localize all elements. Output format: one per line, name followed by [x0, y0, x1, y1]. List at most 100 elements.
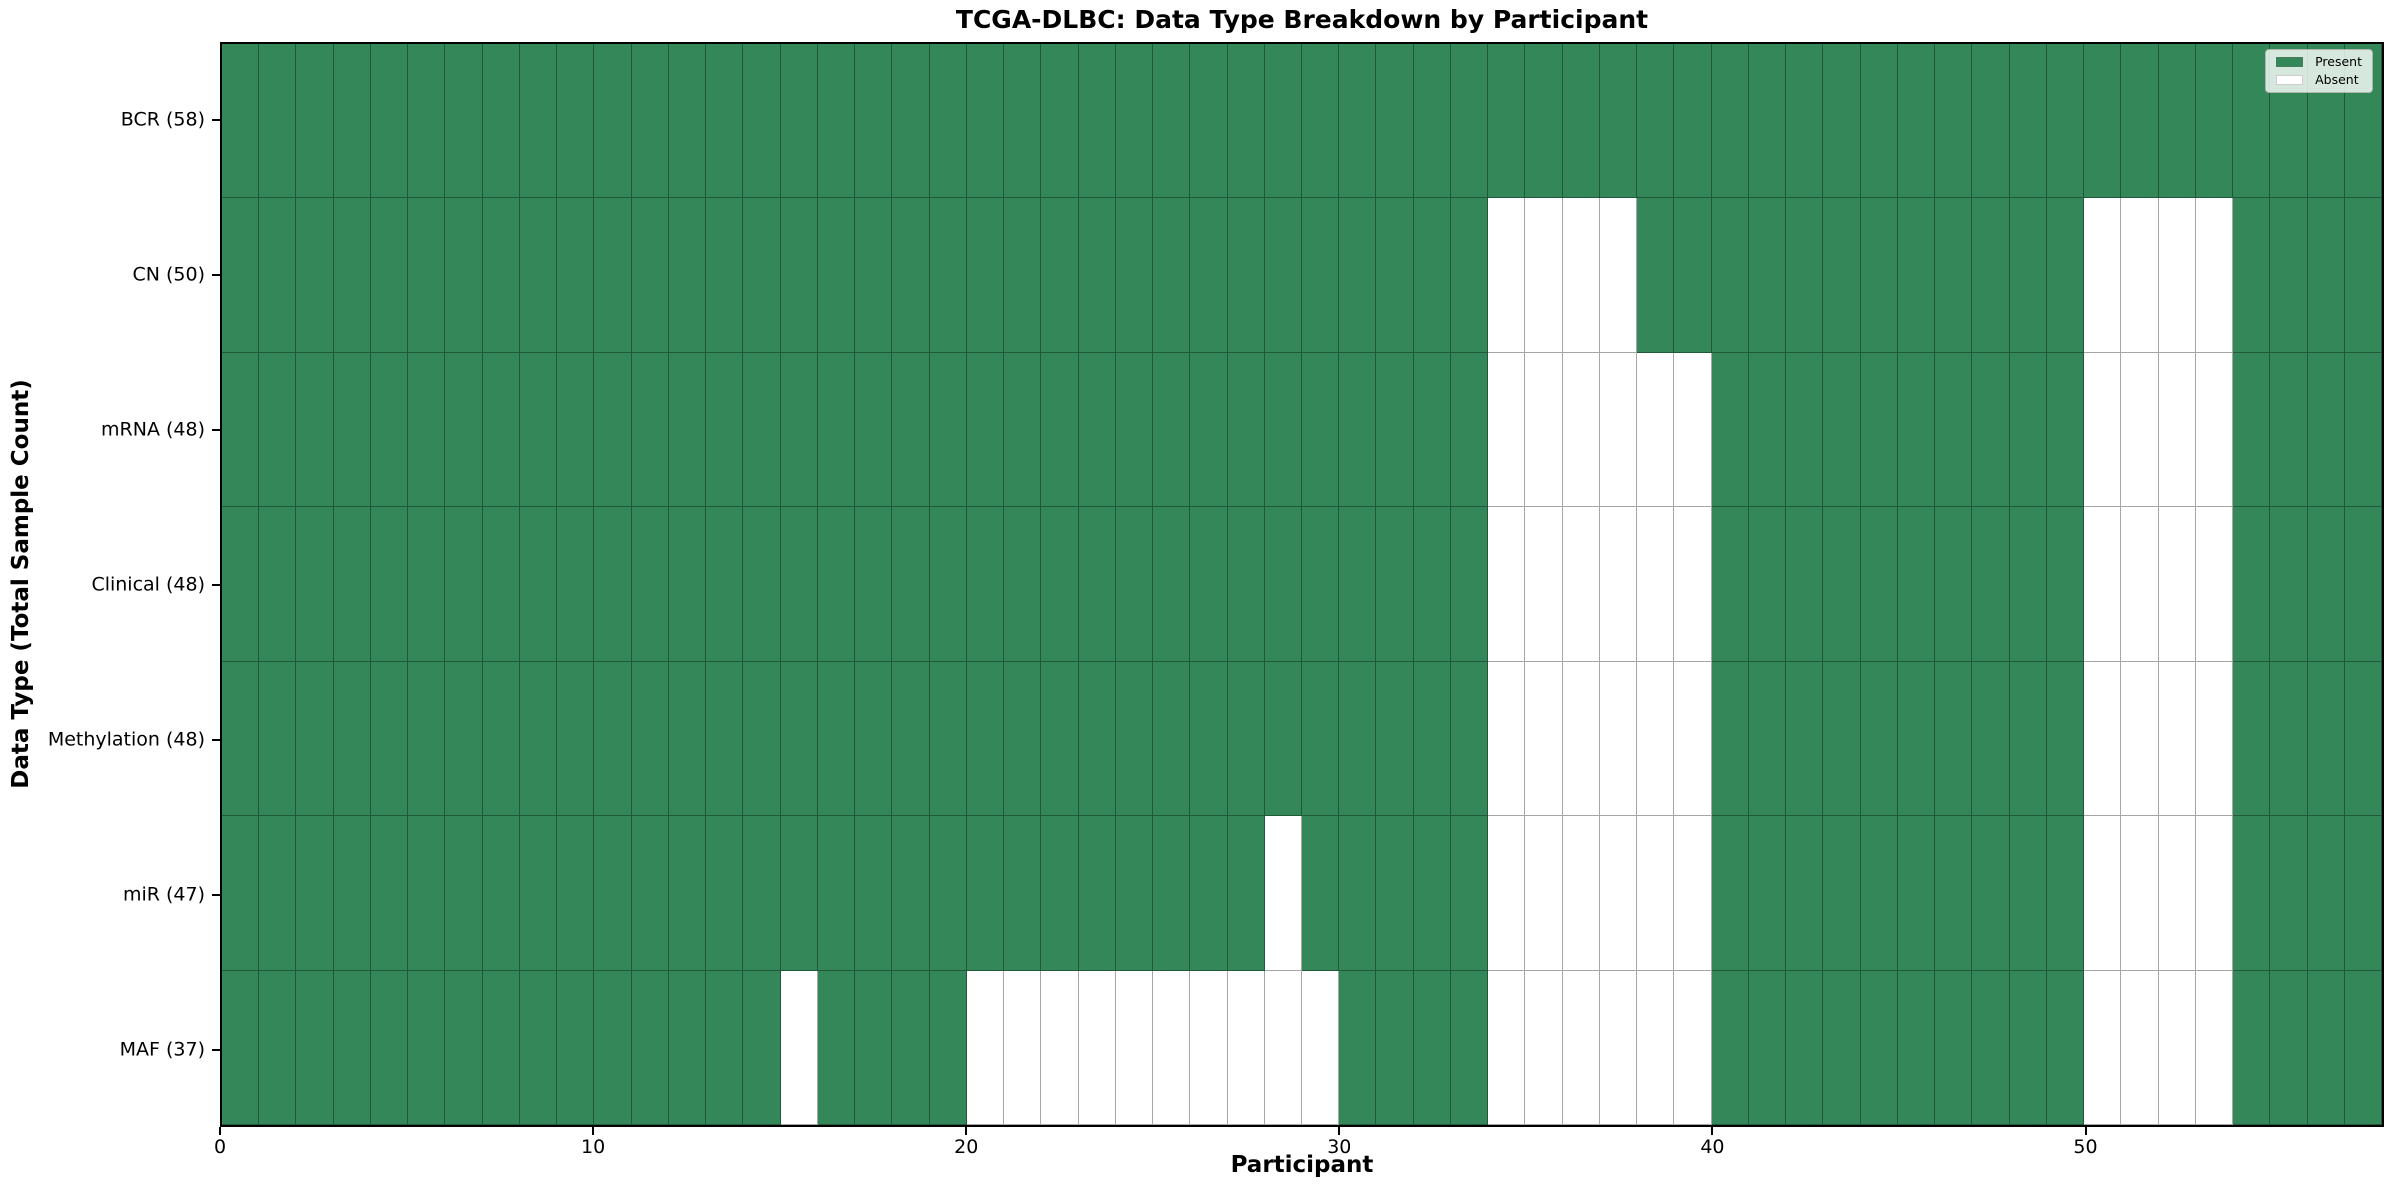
heatmap-cell — [1525, 44, 1563, 199]
plot-area: Present Absent — [220, 42, 2384, 1127]
heatmap-cell — [222, 661, 260, 817]
heatmap-cell — [1786, 507, 1824, 662]
y-tick-label: CN (50) — [132, 263, 205, 285]
heatmap-cell — [1339, 507, 1377, 662]
heatmap-cell — [1897, 352, 1936, 508]
heatmap-cell — [482, 970, 520, 1125]
heatmap-cell — [1190, 970, 1228, 1125]
heatmap-cell — [1264, 352, 1302, 508]
heatmap-cell — [370, 507, 409, 662]
heatmap-cell — [2233, 970, 2271, 1125]
heatmap-cell — [1637, 661, 1675, 817]
heatmap-cell — [1153, 970, 1191, 1125]
heatmap-cell — [1115, 507, 1154, 662]
heatmap-cell — [1450, 970, 1489, 1125]
heatmap-cell — [296, 352, 334, 508]
heatmap-cell — [408, 352, 446, 508]
heatmap-cell — [631, 816, 669, 971]
heatmap-cell — [259, 507, 297, 662]
heatmap-cell — [1153, 507, 1191, 662]
heatmap-cell — [1153, 352, 1191, 508]
heatmap-cell — [1786, 44, 1824, 199]
y-axis-ticks: BCR (58) CN (50) mRNA (48) Clinical (48) Met… — [0, 42, 220, 1127]
heatmap-cell — [370, 661, 409, 817]
heatmap-cell — [1004, 507, 1042, 662]
heatmap-cell — [1674, 198, 1712, 353]
heatmap-cell — [1376, 970, 1414, 1125]
heatmap-cell — [2195, 661, 2234, 817]
heatmap-cell — [966, 507, 1005, 662]
heatmap-cell — [1823, 44, 1861, 199]
heatmap-cell — [1823, 816, 1861, 971]
heatmap-cell — [1599, 816, 1638, 971]
heatmap-cell — [1450, 352, 1489, 508]
heatmap-cell — [1897, 507, 1936, 662]
heatmap-cell — [855, 661, 893, 817]
heatmap-cell — [2009, 198, 2047, 353]
heatmap-cell — [1562, 661, 1600, 817]
heatmap-cell — [1301, 661, 1340, 817]
heatmap-cell — [445, 507, 483, 662]
heatmap-cell — [2046, 970, 2085, 1125]
heatmap-cell — [1264, 661, 1302, 817]
x-axis-label: Participant — [1230, 1152, 1374, 1178]
heatmap-cell — [1637, 507, 1675, 662]
heatmap-cell — [1153, 816, 1191, 971]
heatmap-cell — [631, 352, 669, 508]
heatmap-cell — [259, 44, 297, 199]
heatmap-cell — [2009, 507, 2047, 662]
heatmap-cell — [929, 661, 967, 817]
heatmap-cell — [370, 198, 409, 353]
legend: Present Absent — [2265, 49, 2373, 93]
heatmap-cell — [1115, 198, 1154, 353]
heatmap-cell — [1972, 352, 2010, 508]
heatmap-cell — [892, 352, 930, 508]
chart-title: TCGA-DLBC: Data Type Breakdown by Partic… — [955, 5, 1649, 34]
heatmap-cell — [2158, 970, 2196, 1125]
heatmap-cell — [892, 970, 930, 1125]
y-tick-mark — [212, 1048, 220, 1051]
heatmap-cell — [2158, 198, 2196, 353]
heatmap-cell — [1674, 816, 1712, 971]
heatmap-cell — [2009, 970, 2047, 1125]
heatmap-cell — [296, 661, 334, 817]
heatmap-cell — [2121, 661, 2159, 817]
heatmap-cell — [1041, 970, 1079, 1125]
y-tick-label: miR (47) — [122, 883, 205, 905]
legend-entry-present: Present — [2276, 55, 2362, 69]
heatmap-cell — [333, 352, 371, 508]
heatmap-cell — [2158, 507, 2196, 662]
heatmap-cell — [296, 816, 334, 971]
y-tick-label: mRNA (48) — [101, 418, 205, 440]
heatmap-cell — [743, 352, 781, 508]
y-tick-label: BCR (58) — [120, 108, 205, 130]
heatmap-cell — [2121, 44, 2159, 199]
heatmap-cell — [1041, 507, 1079, 662]
heatmap-cell — [594, 816, 632, 971]
heatmap-cell — [408, 507, 446, 662]
heatmap-cell — [2046, 816, 2085, 971]
x-tick-label: 30 — [1327, 1136, 1352, 1158]
heatmap-cell — [1897, 44, 1936, 199]
heatmap-cell — [631, 198, 669, 353]
heatmap-cell — [1339, 661, 1377, 817]
heatmap-cell — [1748, 198, 1787, 353]
heatmap-cell — [445, 352, 483, 508]
heatmap-cell — [557, 970, 595, 1125]
heatmap-cell — [855, 970, 893, 1125]
heatmap-cell — [1301, 352, 1340, 508]
heatmap-cell — [519, 661, 558, 817]
heatmap-cell — [2084, 661, 2122, 817]
heatmap-cell — [2158, 44, 2196, 199]
heatmap-cell — [259, 970, 297, 1125]
y-tick-label: Clinical (48) — [91, 573, 205, 595]
heatmap-cell — [2046, 198, 2085, 353]
heatmap-cell — [1227, 661, 1265, 817]
x-tick-label: 50 — [2073, 1136, 2098, 1158]
heatmap-cell — [1823, 970, 1861, 1125]
heatmap-cell — [743, 507, 781, 662]
heatmap-cell — [780, 661, 818, 817]
heatmap-cell — [1041, 44, 1079, 199]
heatmap-cell — [594, 970, 632, 1125]
heatmap-cell — [1525, 970, 1563, 1125]
